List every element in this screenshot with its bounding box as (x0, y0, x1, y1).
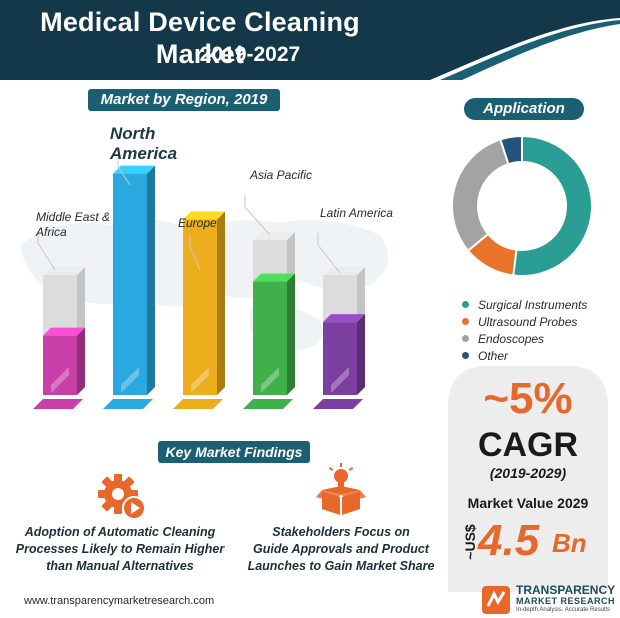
label-leader-line (317, 233, 341, 274)
donut-slice (499, 134, 523, 166)
currency-label: ~US$ (462, 524, 478, 560)
logo-text-main: TRANSPARENCY (516, 583, 616, 597)
label-leader-line (189, 235, 201, 271)
logo-tagline: In-depth Analysis. Accurate Results (516, 607, 611, 613)
legend-item: Surgical Instruments (462, 296, 587, 313)
cagr-years: (2019-2029) (489, 465, 567, 481)
company-logo: TRANSPARENCY MARKET RESEARCH In-depth An… (480, 584, 620, 616)
donut-slice (451, 138, 510, 253)
legend-dot-icon (462, 301, 469, 308)
page-subtitle: 2019-2027 (199, 43, 301, 66)
region-bar (103, 165, 155, 409)
logo-text-sub: MARKET RESEARCH (516, 596, 616, 606)
header-banner: Medical Device Cleaning Market 2019-2027 (0, 0, 620, 80)
header-background (0, 0, 620, 80)
region-label-asia-pacific: Asia Pacific (250, 168, 313, 182)
market-value-label: Market Value 2029 (467, 495, 589, 511)
market-value-unit: Bn (552, 528, 587, 558)
region-bar-chart (20, 155, 388, 409)
logo-mark-icon (482, 586, 510, 614)
idea-box-icon (316, 463, 366, 515)
finding-text-2: Stakeholders Focus on Guide Approvals an… (247, 525, 435, 573)
page-title: Medical Device Cleaning Market (40, 7, 360, 69)
region-section-title: Market by Region, 2019 (88, 89, 280, 111)
label-leader-line (37, 231, 56, 271)
region-label-europe: Europe (178, 216, 217, 230)
region-label-north-america: North America (110, 124, 178, 163)
legend-item: Ultrasound Probes (462, 313, 587, 330)
legend-item: Endoscopes (462, 330, 587, 347)
legend-dot-icon (462, 335, 469, 342)
legend-dot-icon (462, 318, 469, 325)
region-bar (243, 232, 295, 409)
application-legend: Surgical Instruments Ultrasound Probes E… (462, 296, 587, 364)
region-bar (173, 211, 225, 409)
stats-panel: ~5% CAGR (2019-2029) Market Value 2029 ~… (448, 366, 608, 592)
region-bar (313, 267, 365, 409)
application-section-title: Application (464, 98, 584, 120)
cagr-value: ~5% (483, 374, 573, 423)
footer-url[interactable]: www.transparencymarketresearch.com (24, 595, 215, 607)
findings-section-title: Key Market Findings (158, 441, 310, 463)
gear-play-icon (98, 474, 146, 520)
region-label-mea: Middle East & Africa (36, 210, 111, 239)
region-label-latin-america: Latin America (320, 206, 393, 220)
stats-panel-background (448, 366, 608, 592)
donut-slice (512, 134, 593, 277)
label-leader-line (244, 195, 271, 236)
market-value: 4.5 (478, 516, 540, 565)
region-bar (33, 267, 85, 409)
legend-dot-icon (462, 352, 469, 359)
legend-item: Other (462, 347, 587, 364)
label-leader-line (117, 155, 131, 186)
finding-text-1: Adoption of Automatic Cleaning Processes… (15, 525, 225, 573)
application-donut-chart (451, 134, 593, 277)
cagr-label: CAGR (477, 426, 579, 464)
